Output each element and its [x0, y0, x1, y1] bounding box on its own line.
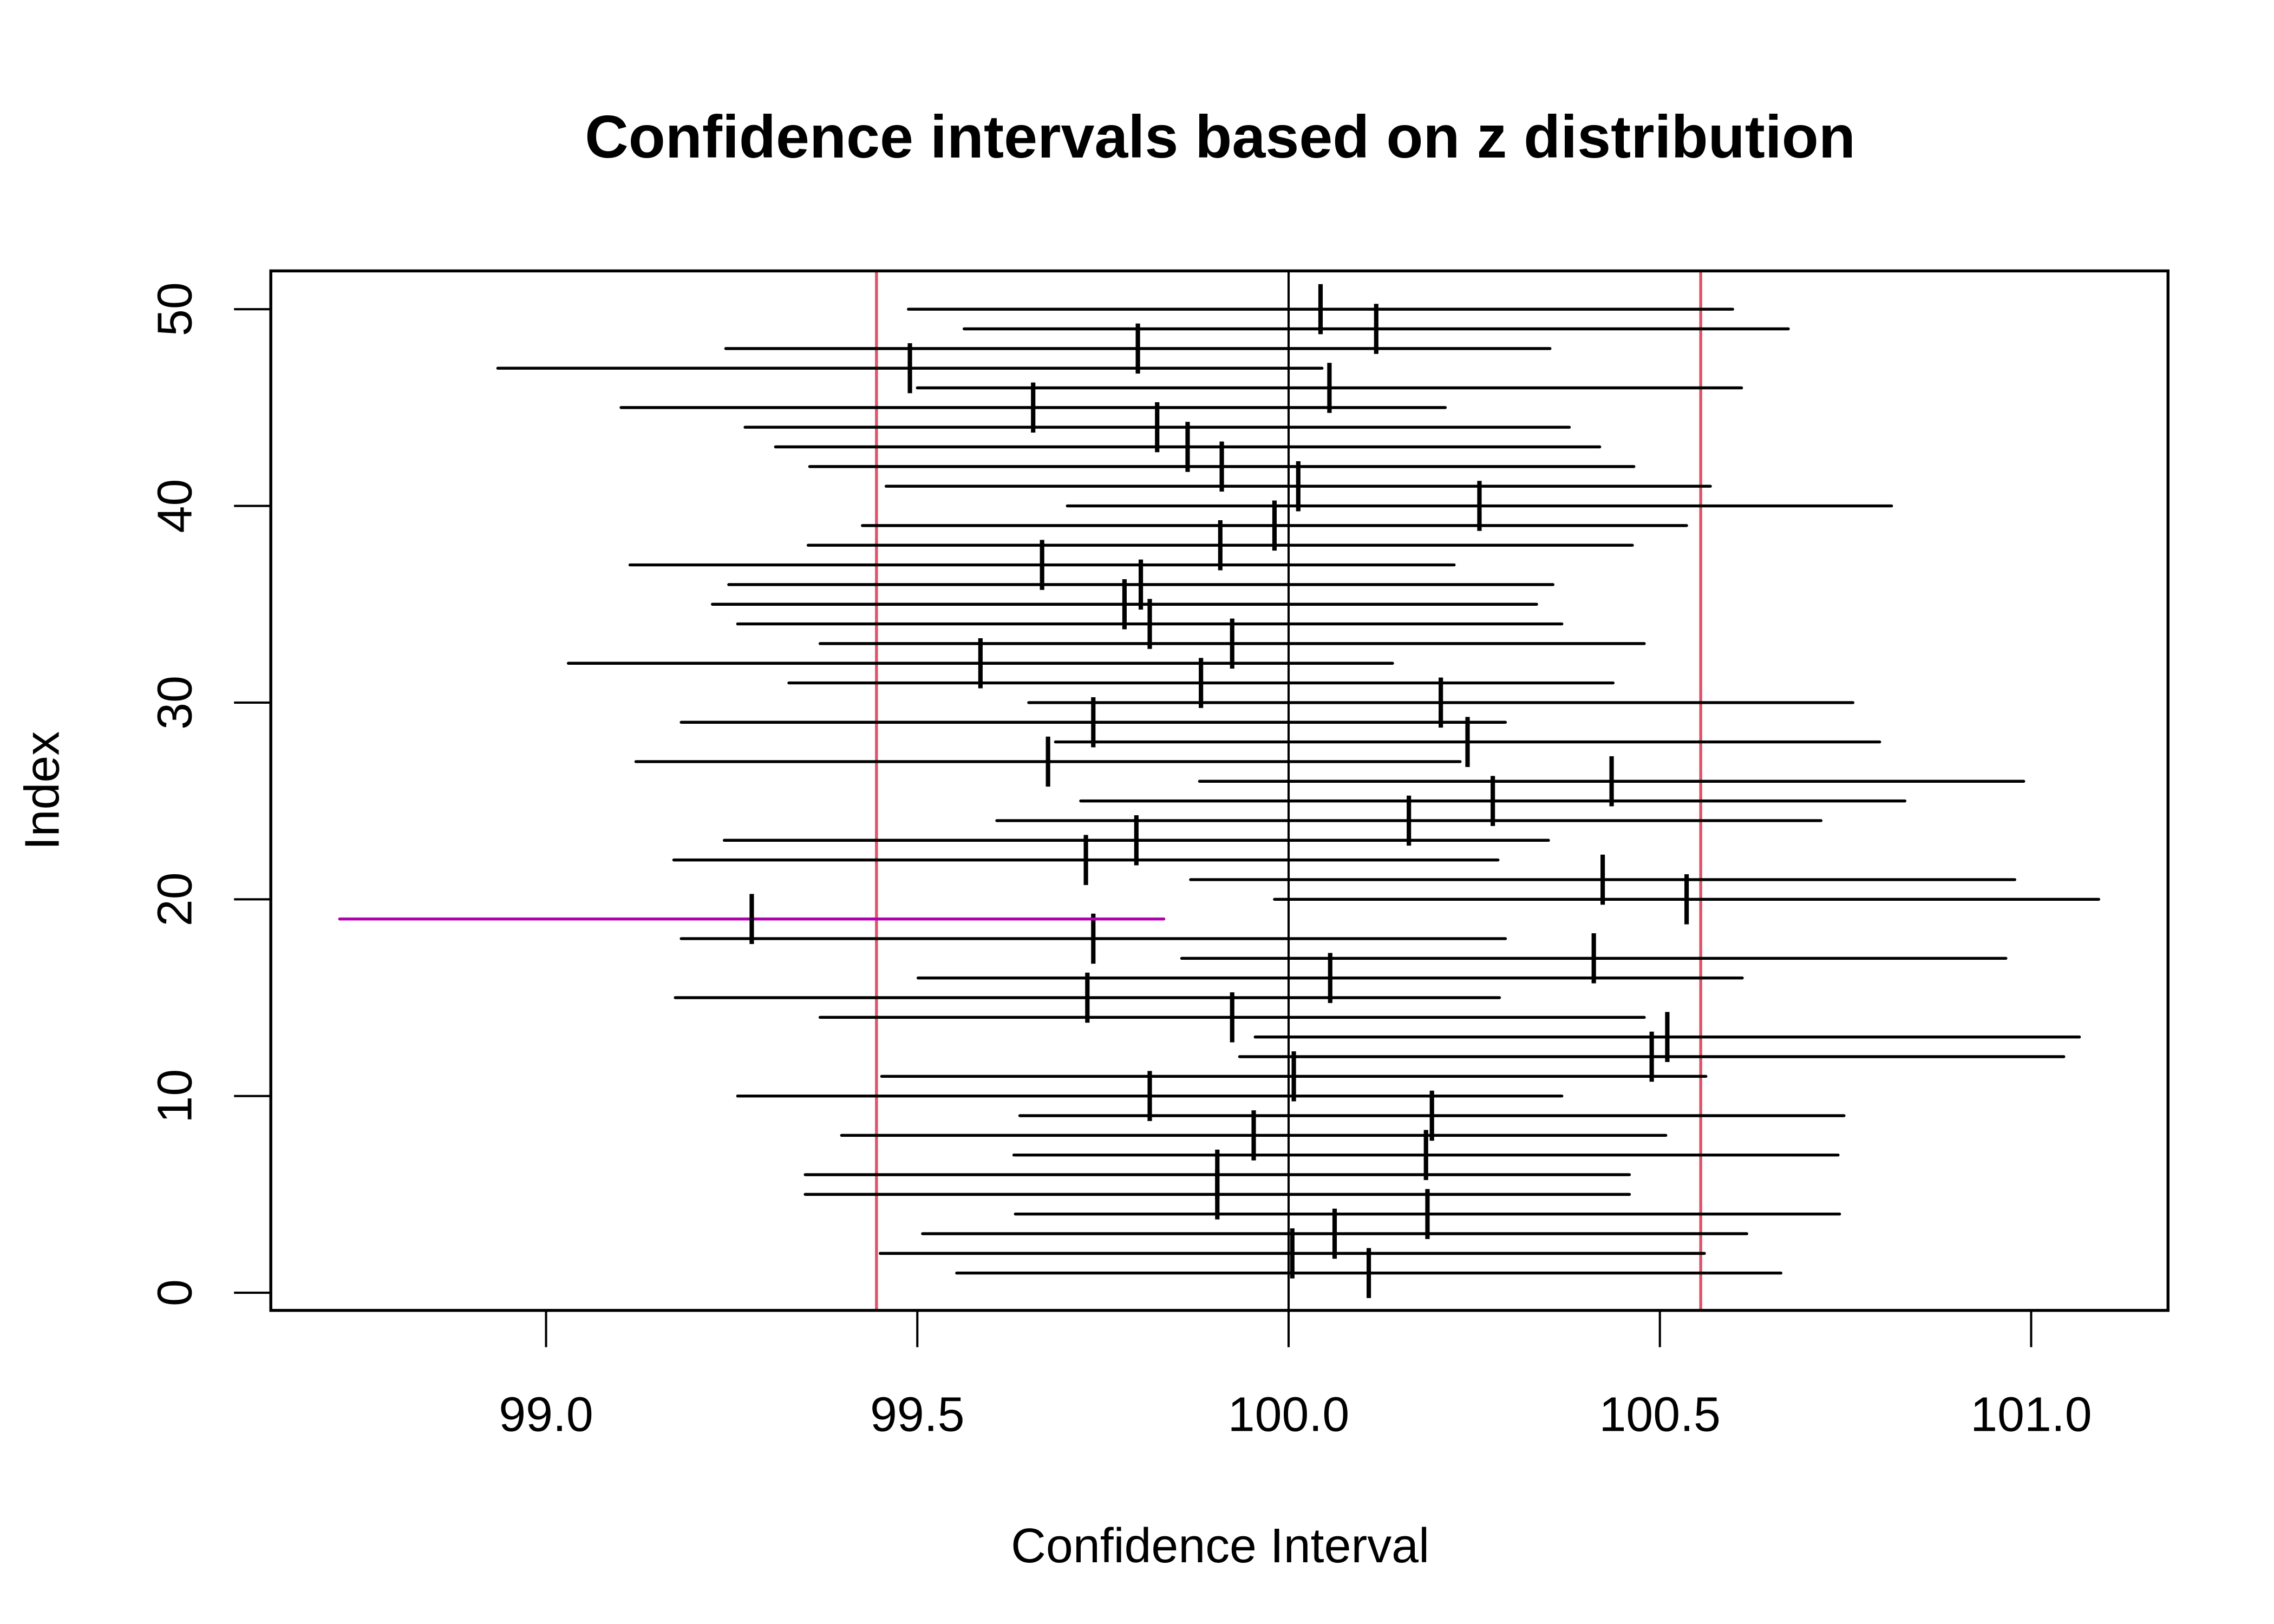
x-tick-label-3: 100.5 [1599, 1388, 1720, 1442]
y-tick-label-5: 50 [148, 282, 202, 336]
x-tick-label-0: 99.0 [499, 1388, 593, 1442]
x-tick-label-4: 101.0 [1970, 1388, 2092, 1442]
x-axis-label: Confidence Interval [1011, 1519, 1429, 1573]
y-tick-label-1: 10 [148, 1069, 202, 1123]
chart-title: Confidence intervals based on z distribu… [585, 103, 1855, 171]
plot-area [338, 271, 2100, 1311]
y-tick-label-3: 30 [148, 676, 202, 730]
y-tick-label-2: 20 [148, 872, 202, 926]
y-tick-label-0: 0 [148, 1279, 202, 1306]
y-axis: 0 10 20 30 40 50 [148, 282, 272, 1306]
x-axis: 99.0 99.5 100.0 100.5 101.0 [499, 1309, 2092, 1442]
x-tick-label-2: 100.0 [1228, 1388, 1349, 1442]
x-tick-label-1: 99.5 [870, 1388, 965, 1442]
y-tick-label-4: 40 [148, 479, 202, 533]
y-axis-label: Index [16, 731, 70, 850]
